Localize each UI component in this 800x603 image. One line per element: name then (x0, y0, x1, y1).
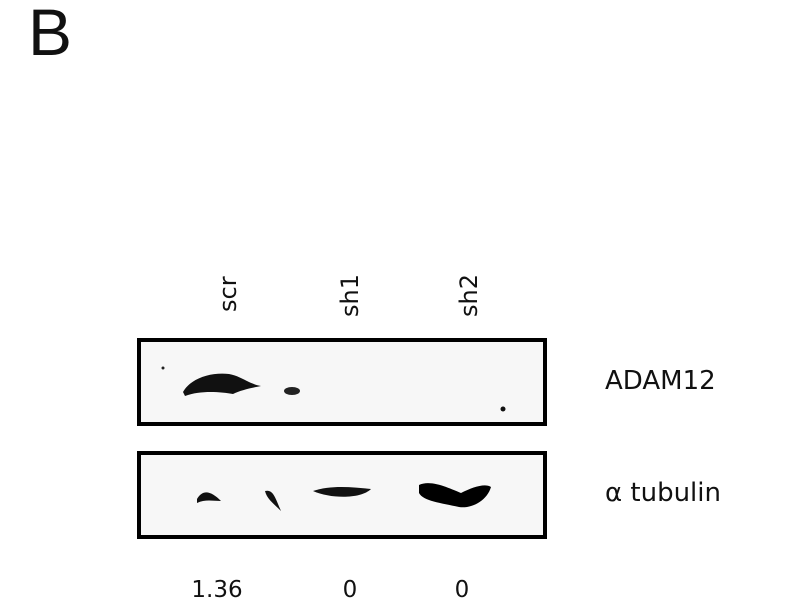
adam12-bands (161, 366, 506, 412)
panel-label: B (28, 0, 73, 69)
blot-tubulin (137, 451, 547, 539)
band-scr-2 (265, 490, 281, 511)
band-sh2 (419, 483, 491, 508)
blot-label-adam12: ADAM12 (605, 366, 716, 396)
quant-sh2: 0 (454, 577, 470, 603)
band-scr-1 (197, 492, 221, 503)
band-scr (183, 373, 261, 396)
tubulin-bands (197, 483, 491, 511)
lane-label-sh1: sh1 (336, 274, 364, 317)
band-sh1 (313, 487, 371, 497)
band-scr-minor (284, 387, 300, 395)
blot-adam12 (137, 338, 547, 426)
blot-label-tubulin: α tubulin (605, 478, 721, 508)
quant-sh1: 0 (342, 577, 358, 603)
quant-scr: 1.36 (191, 577, 243, 603)
lane-label-scr: scr (214, 276, 242, 312)
lane-label-sh2: sh2 (455, 274, 483, 317)
